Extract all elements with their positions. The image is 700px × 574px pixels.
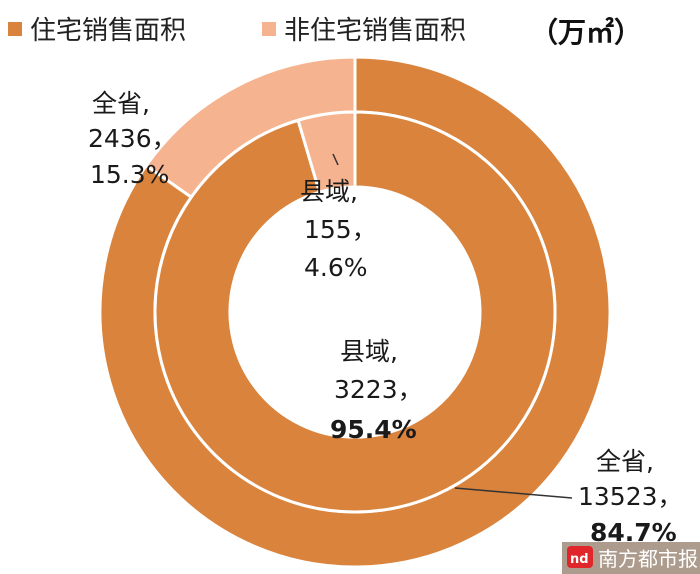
unit-label: （万㎡）	[530, 16, 642, 49]
label-inner-res-name: 县域,	[340, 337, 398, 366]
legend: 住宅销售面积 非住宅销售面积 （万㎡）	[8, 16, 642, 49]
label-outer-nonres-percent: 15.3%	[90, 160, 169, 189]
watermark-text: 南方都市报	[598, 547, 698, 571]
legend-swatch-nonresidential	[262, 22, 276, 36]
label-outer-nonres-name: 全省,	[92, 89, 150, 118]
label-inner-nonres-percent: 4.6%	[304, 253, 368, 282]
label-outer-res-name: 全省,	[596, 447, 654, 476]
label-inner-res-value: 3223，	[334, 375, 423, 404]
legend-label-residential: 住宅销售面积	[30, 16, 186, 46]
legend-label-nonresidential: 非住宅销售面积	[284, 16, 466, 46]
label-inner-nonresidential: 县域, 155， 4.6%	[300, 177, 377, 282]
label-inner-residential: 县域, 3223， 95.4%	[330, 337, 423, 444]
leader-lines	[332, 153, 573, 499]
label-outer-nonres-value: 2436，	[88, 124, 177, 153]
watermark-logo-text: nd	[570, 552, 589, 567]
label-inner-res-percent: 95.4%	[330, 415, 417, 444]
leader-line-outer-res	[454, 487, 573, 499]
donut-slice-inner-nonresidential	[296, 110, 357, 195]
leader-line-inner-nonres	[332, 153, 339, 166]
label-outer-res-value: 13523，	[578, 482, 683, 511]
legend-swatch-residential	[8, 22, 22, 36]
donut-slice-inner-residential	[153, 110, 557, 514]
label-outer-nonresidential: 全省, 2436， 15.3%	[88, 89, 177, 189]
watermark: nd 南方都市报	[562, 542, 700, 574]
label-outer-residential: 全省, 13523， 84.7%	[578, 447, 683, 547]
label-inner-nonres-name: 县域,	[300, 177, 358, 206]
watermark-logo	[567, 546, 593, 568]
label-inner-nonres-value: 155，	[304, 215, 377, 244]
donut-slices	[98, 55, 612, 569]
